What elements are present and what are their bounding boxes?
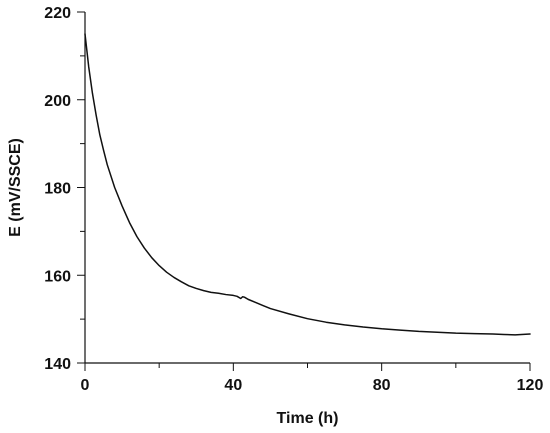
axis-tick-labels: 0 40 80 120 140 160 180 200 220 — [44, 5, 543, 394]
series-line-potential — [84, 33, 531, 336]
y-tick-label: 200 — [44, 93, 71, 110]
x-tick-label: 40 — [224, 377, 242, 394]
y-axis-title: E (mV/SSCE) — [7, 138, 24, 237]
y-tick-label: 220 — [44, 5, 71, 22]
x-tick-label: 120 — [517, 377, 544, 394]
x-tick-label: 0 — [81, 377, 90, 394]
x-tick-label: 80 — [373, 377, 391, 394]
x-axis-title: Time (h) — [277, 410, 339, 427]
axes — [84, 12, 530, 364]
axis-ticks — [77, 11, 531, 371]
y-tick-label: 160 — [44, 268, 71, 285]
y-tick-label: 140 — [44, 356, 71, 373]
y-tick-label: 180 — [44, 181, 71, 198]
